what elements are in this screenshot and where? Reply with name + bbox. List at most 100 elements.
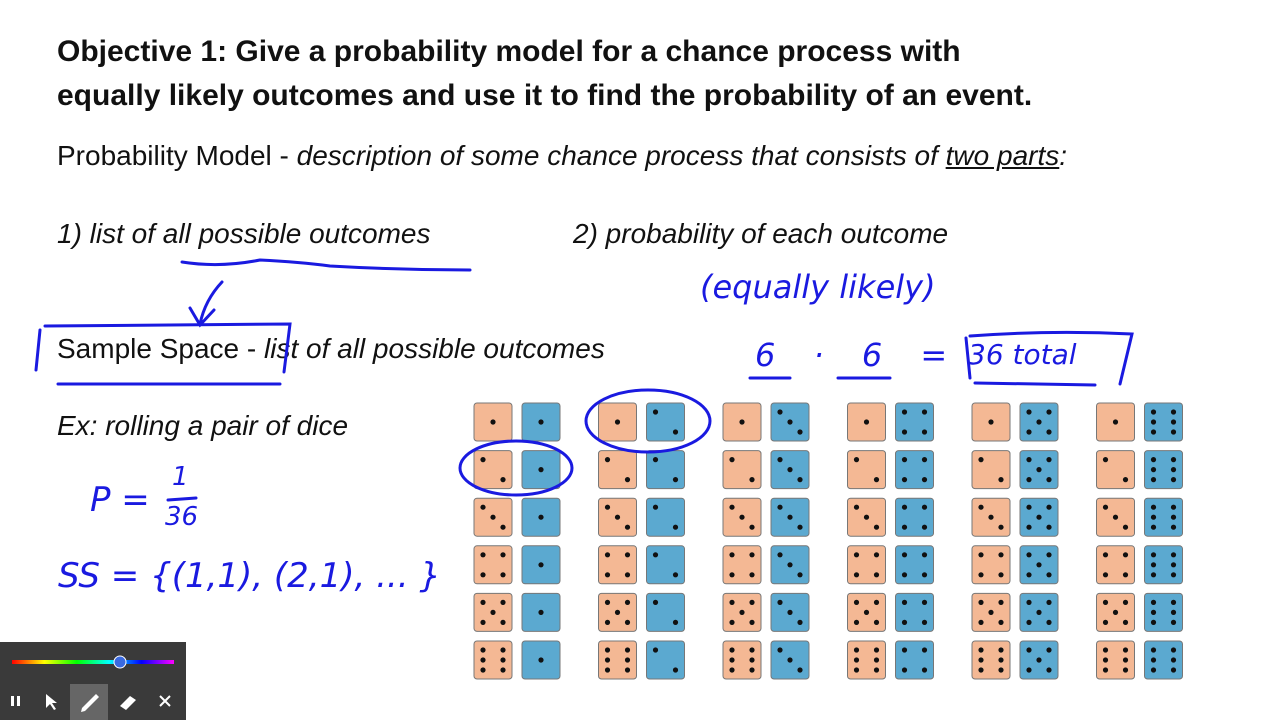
pointer-icon[interactable]	[46, 694, 57, 710]
pip	[614, 514, 621, 520]
die	[521, 640, 561, 680]
pip	[624, 552, 631, 558]
pip	[777, 599, 783, 606]
slider-thumb[interactable]	[113, 655, 127, 669]
handwriting: (equally likely)	[700, 268, 936, 306]
toolbar	[0, 642, 186, 720]
pip	[1102, 619, 1109, 626]
pip	[652, 457, 659, 463]
pip	[1122, 647, 1129, 653]
die-face	[1144, 640, 1183, 680]
pip	[1026, 504, 1032, 510]
pip	[604, 657, 611, 663]
eraser-icon[interactable]	[120, 696, 136, 710]
die	[473, 450, 513, 490]
die	[1019, 450, 1059, 490]
pip	[749, 477, 755, 483]
title-line: Objective 1: Give a probability model fo…	[57, 35, 961, 68]
die	[521, 450, 561, 490]
die	[646, 497, 685, 537]
pen-icon[interactable]	[81, 694, 99, 712]
pip	[978, 657, 984, 663]
die	[847, 545, 886, 585]
die	[1144, 402, 1183, 442]
pip	[998, 667, 1004, 673]
underline	[180, 258, 472, 272]
pip	[480, 647, 486, 653]
pip	[500, 477, 506, 483]
pip	[624, 477, 631, 483]
pip	[1150, 467, 1157, 473]
die-face	[847, 640, 886, 680]
pip	[1170, 457, 1177, 463]
pip	[901, 572, 908, 578]
pip	[614, 609, 621, 616]
die	[971, 402, 1011, 442]
pip	[480, 504, 486, 510]
die	[770, 545, 810, 585]
die	[1144, 640, 1183, 680]
pip	[729, 457, 735, 463]
pip	[490, 609, 496, 616]
die	[1096, 402, 1135, 442]
die	[770, 592, 810, 632]
pip	[1170, 409, 1177, 415]
pip	[624, 572, 631, 578]
die-face	[1144, 450, 1183, 490]
die	[598, 497, 637, 537]
tail: :	[1059, 140, 1068, 171]
pip	[998, 552, 1004, 558]
pip	[921, 599, 928, 606]
pip	[1150, 477, 1157, 483]
pip	[1102, 667, 1109, 673]
die	[1096, 545, 1135, 585]
fraction-bar	[166, 496, 198, 502]
pip	[1026, 667, 1032, 673]
pip	[672, 524, 679, 530]
pip	[672, 429, 679, 435]
pip	[538, 562, 544, 568]
pip	[729, 572, 735, 578]
pip	[1036, 467, 1042, 473]
pause-icon[interactable]	[11, 696, 14, 706]
pip	[480, 599, 486, 606]
pip	[921, 457, 928, 463]
pip	[873, 599, 880, 606]
die-face	[895, 640, 934, 680]
pip	[624, 667, 631, 673]
pause-icon[interactable]	[17, 696, 20, 706]
pip	[1170, 609, 1177, 616]
pip	[777, 457, 783, 463]
pip	[1150, 552, 1157, 558]
die	[847, 450, 886, 490]
pip	[1122, 619, 1129, 626]
color-slider[interactable]	[12, 660, 174, 664]
pip	[777, 647, 783, 653]
pip	[672, 477, 679, 483]
pip	[729, 667, 735, 673]
die	[1144, 450, 1183, 490]
pip	[538, 467, 544, 473]
die	[646, 450, 685, 490]
pip	[538, 657, 544, 663]
pip	[901, 524, 908, 530]
pip	[1102, 457, 1109, 463]
pip	[1026, 647, 1032, 653]
pip	[604, 599, 611, 606]
close-icon[interactable]	[159, 695, 171, 707]
die	[895, 640, 934, 680]
pip	[1122, 599, 1129, 606]
pip	[998, 524, 1004, 530]
die	[1096, 640, 1135, 680]
die-face	[646, 545, 685, 585]
pip	[988, 609, 994, 616]
die-face	[1144, 545, 1183, 585]
pip	[998, 477, 1004, 483]
die	[722, 545, 762, 585]
pip	[998, 647, 1004, 653]
circle	[584, 388, 712, 454]
pip	[998, 619, 1004, 626]
die-face	[895, 497, 934, 537]
term: Probability Model -	[57, 140, 297, 171]
